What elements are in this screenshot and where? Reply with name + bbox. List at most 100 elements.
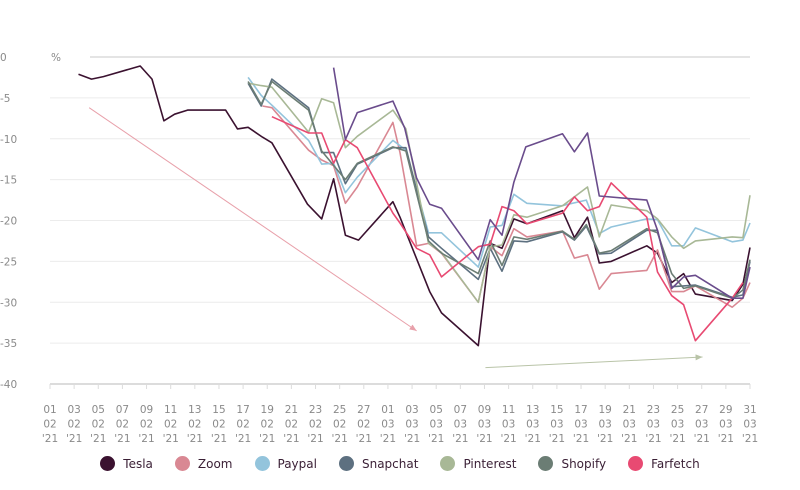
x-tick-label: 21 xyxy=(623,404,636,416)
series-line-paypal xyxy=(247,76,751,268)
trend-arrow xyxy=(485,354,703,369)
x-tick-label: '21 xyxy=(283,433,299,445)
x-tick-label: '21 xyxy=(549,433,565,445)
y-tick-label: -35 xyxy=(0,338,17,350)
x-tick-label: 02 xyxy=(236,419,249,431)
x-tick-label: 03 xyxy=(695,419,708,431)
x-tick-label: 02 xyxy=(333,419,346,431)
x-tick-label: '21 xyxy=(66,433,82,445)
y-tick-label: -40 xyxy=(0,379,17,391)
y-axis-unit-label: % xyxy=(51,52,61,64)
x-tick-label: 02 xyxy=(309,419,322,431)
x-tick-label: 11 xyxy=(164,404,177,416)
legend: Tesla Zoom Paypal Snapchat Pinterest Shopify F… xyxy=(0,456,800,471)
x-tick-label: 07 xyxy=(116,404,129,416)
legend-label: Tesla xyxy=(123,456,153,471)
x-tick-label: 03 xyxy=(381,419,394,431)
x-tick-label: 03 xyxy=(502,419,515,431)
x-tick-label: '21 xyxy=(476,433,492,445)
series-line-snapchat xyxy=(247,78,751,299)
x-tick-label: 05 xyxy=(92,404,105,416)
legend-item-shopify[interactable]: Shopify xyxy=(538,456,606,471)
y-axis: 0 -5 -10 -15 -20 -25 -30 -35 -40 xyxy=(0,52,17,391)
legend-item-paypal[interactable]: Paypal xyxy=(254,456,317,471)
legend-item-pinterest[interactable]: Pinterest xyxy=(440,456,516,471)
x-tick-label: 19 xyxy=(261,404,274,416)
x-tick-label: '21 xyxy=(356,433,372,445)
x-tick-label: 09 xyxy=(140,404,153,416)
legend-item-tesla[interactable]: Tesla xyxy=(100,456,153,471)
series-lines xyxy=(78,65,751,347)
x-tick-label: 02 xyxy=(164,419,177,431)
x-tick-label: '21 xyxy=(187,433,203,445)
legend-swatch-icon xyxy=(538,456,554,471)
legend-swatch-icon xyxy=(440,456,456,471)
x-tick-label: '21 xyxy=(259,433,275,445)
y-tick-label: -20 xyxy=(0,216,17,228)
legend-label: Shopify xyxy=(561,456,607,471)
x-tick-label: 03 xyxy=(405,404,418,416)
x-tick-label: 02 xyxy=(67,419,80,431)
x-tick-label: '21 xyxy=(114,433,130,445)
x-tick-label: 02 xyxy=(285,419,298,431)
x-tick-label: 17 xyxy=(574,404,587,416)
trend-arrow xyxy=(88,107,417,332)
legend-label: Farfetch xyxy=(651,456,700,471)
x-tick-label: 15 xyxy=(212,404,225,416)
x-tick-label: '21 xyxy=(42,433,58,445)
y-tick-label: -30 xyxy=(0,297,17,309)
x-tick-label: '21 xyxy=(669,433,685,445)
x-tick-label: '21 xyxy=(428,433,444,445)
x-tick-label: 09 xyxy=(478,404,491,416)
x-tick-label: 03 xyxy=(623,419,636,431)
trend-arrows xyxy=(88,107,703,369)
x-tick-label: 13 xyxy=(188,404,201,416)
legend-swatch-icon xyxy=(100,456,116,471)
x-tick-label: 02 xyxy=(43,419,56,431)
legend-swatch-icon xyxy=(174,456,190,471)
y-tick-label: 0 xyxy=(0,52,7,64)
x-tick-label: 03 xyxy=(430,419,443,431)
x-tick-label: '21 xyxy=(621,433,637,445)
x-tick-label: 03 xyxy=(526,419,539,431)
series-line-zoom xyxy=(262,105,751,308)
x-tick-label: 02 xyxy=(116,419,129,431)
x-tick-label: 01 xyxy=(43,404,56,416)
x-tick-label: 07 xyxy=(454,404,467,416)
legend-swatch-icon xyxy=(338,456,354,471)
x-tick-label: 03 xyxy=(598,419,611,431)
legend-swatch-icon xyxy=(628,456,644,471)
series-line-tesla xyxy=(78,65,751,347)
x-tick-label: 13 xyxy=(526,404,539,416)
x-tick-label: 03 xyxy=(671,419,684,431)
x-tick-label: 31 xyxy=(743,404,756,416)
series-line-unlabeled xyxy=(332,67,751,299)
legend-item-snapchat[interactable]: Snapchat xyxy=(338,456,418,471)
x-tick-label: '21 xyxy=(718,433,734,445)
x-tick-label: 03 xyxy=(719,419,732,431)
x-tick-label: '21 xyxy=(742,433,758,445)
legend-swatch-icon xyxy=(254,456,270,471)
x-tick-label: '21 xyxy=(694,433,710,445)
x-tick-label: 03 xyxy=(405,419,418,431)
x-tick-label: '21 xyxy=(380,433,396,445)
series-line-shopify xyxy=(247,80,751,299)
x-tick-label: '21 xyxy=(90,433,106,445)
gridlines xyxy=(50,56,750,344)
legend-item-zoom[interactable]: Zoom xyxy=(174,456,233,471)
x-tick-label: 23 xyxy=(647,404,660,416)
x-tick-label: 27 xyxy=(695,404,708,416)
x-tick-label: 02 xyxy=(261,419,274,431)
x-tick-label: '21 xyxy=(452,433,468,445)
x-tick-label: 15 xyxy=(550,404,563,416)
legend-item-farfetch[interactable]: Farfetch xyxy=(628,456,700,471)
x-tick-label: 03 xyxy=(647,419,660,431)
x-tick-label: 02 xyxy=(140,419,153,431)
line-chart: 0 -5 -10 -15 -20 -25 -30 -35 -40 % 01 02 '21 03 02 '2… xyxy=(0,52,758,445)
series-line-pinterest xyxy=(247,82,751,304)
x-tick-label: '21 xyxy=(500,433,516,445)
legend-label: Paypal xyxy=(277,456,317,471)
y-tick-label: -10 xyxy=(0,134,17,146)
x-tick-label: 23 xyxy=(309,404,322,416)
x-tick-label: 03 xyxy=(478,419,491,431)
